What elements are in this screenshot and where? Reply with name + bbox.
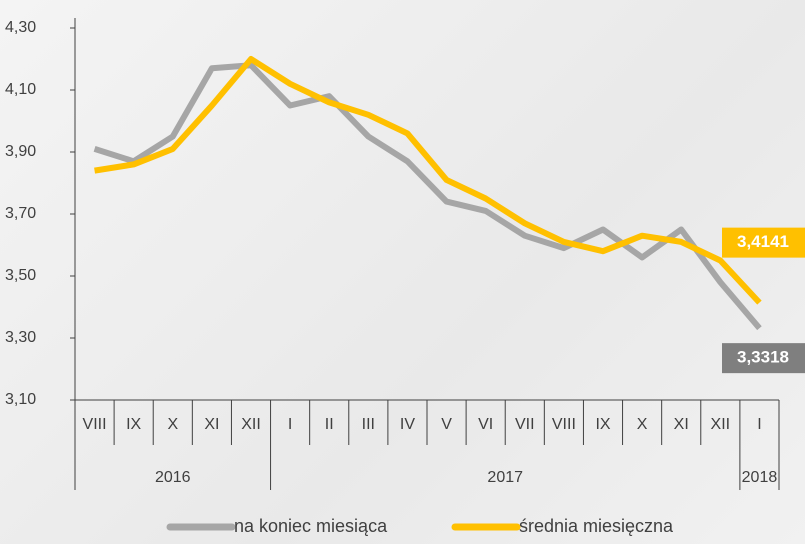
x-tick-label: I <box>757 416 761 433</box>
series-line <box>94 56 762 305</box>
y-tick-label: 3,70 <box>5 205 36 222</box>
x-tick-label: IX <box>126 416 141 433</box>
year-label: 2017 <box>487 469 523 486</box>
x-tick-label: X <box>167 416 178 433</box>
x-tick-label: IV <box>400 416 415 433</box>
y-tick-label: 4,10 <box>5 81 36 98</box>
y-tick-label: 3,30 <box>5 329 36 346</box>
legend-label: na koniec miesiąca <box>234 516 388 536</box>
y-tick-label: 3,10 <box>5 391 36 408</box>
value-label: 3,4141 <box>737 232 789 251</box>
year-label: 2018 <box>742 469 778 486</box>
y-tick-label: 3,50 <box>5 267 36 284</box>
x-tick-label: VIII <box>83 416 107 433</box>
x-tick-label: XII <box>241 416 261 433</box>
year-label: 2016 <box>155 469 191 486</box>
y-tick-label: 3,90 <box>5 143 36 160</box>
x-tick-label: XII <box>711 416 731 433</box>
x-tick-label: II <box>325 416 334 433</box>
x-tick-label: VIII <box>552 416 576 433</box>
x-tick-label: XI <box>204 416 219 433</box>
x-tick-label: VI <box>478 416 493 433</box>
x-tick-label: IX <box>595 416 610 433</box>
value-label-box <box>722 227 805 258</box>
x-tick-label: VII <box>515 416 535 433</box>
value-label: 3,3318 <box>737 348 789 367</box>
series-line <box>93 62 762 331</box>
x-tick-label: V <box>441 416 452 433</box>
x-tick-label: III <box>362 416 375 433</box>
x-tick-label: XI <box>674 416 689 433</box>
y-tick-label: 4,30 <box>5 19 36 36</box>
x-tick-label: I <box>288 416 292 433</box>
value-label-box <box>722 343 805 374</box>
legend-label: średnia miesięczna <box>519 516 674 536</box>
x-tick-label: X <box>637 416 648 433</box>
